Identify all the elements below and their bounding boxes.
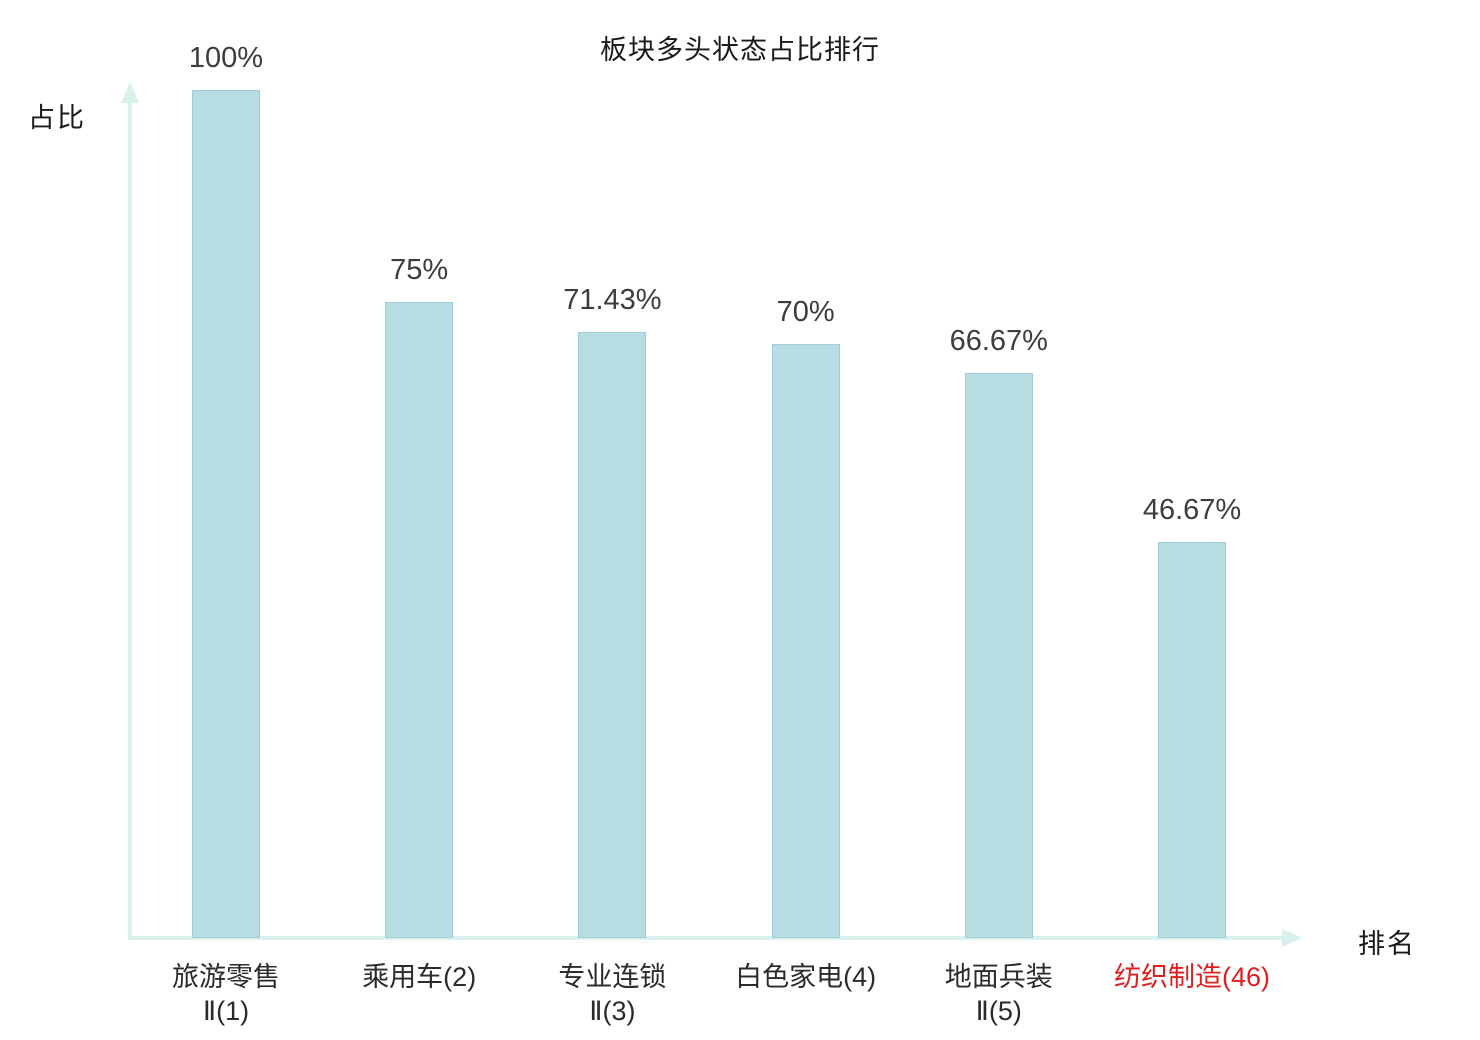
category-label: 白色家电(4) <box>646 960 966 994</box>
bar-value-label: 71.43% <box>563 284 662 317</box>
category-label: 乘用车(2) <box>259 960 579 994</box>
category-label-line: 旅游零售 <box>172 962 280 992</box>
y-axis-label: 占比 <box>28 103 86 133</box>
bar <box>771 344 840 938</box>
category-label-line: Ⅱ(5) <box>975 996 1022 1026</box>
category-label-line: 地面兵装 <box>944 962 1053 992</box>
bar-value-label: 70% <box>776 296 835 329</box>
x-axis-arrow-icon <box>1282 929 1303 947</box>
chart-title: 板块多头状态占比排行 <box>600 35 880 65</box>
bar <box>964 372 1033 938</box>
bar-value-label: 100% <box>188 42 264 74</box>
category-label-line: 专业连锁 <box>558 962 667 992</box>
bar-value-label: 75% <box>390 254 449 286</box>
bar <box>192 90 260 938</box>
category-label-line: 白色家电(4) <box>735 962 877 992</box>
category-label-line: Ⅱ(1) <box>202 996 250 1026</box>
category-label-line: 纺织制造(46) <box>1113 962 1270 992</box>
category-label-line: 乘用车(2) <box>362 962 477 992</box>
bar <box>1158 542 1226 938</box>
category-label: 专业连锁 Ⅱ(3) <box>452 960 772 1028</box>
category-label: 地面兵装 Ⅱ(5) <box>839 960 1159 1028</box>
x-axis-label: 排名 <box>1358 929 1416 959</box>
category-label: 旅游零售 Ⅱ(1) <box>66 960 386 1028</box>
y-axis-arrow-icon <box>121 82 139 103</box>
bar <box>578 332 647 938</box>
bar-value-label: 46.67% <box>1142 494 1242 527</box>
bar <box>385 302 454 938</box>
category-label: 纺织制造(46) <box>1032 960 1352 994</box>
category-label-line: Ⅱ(3) <box>589 996 636 1026</box>
bar-value-label: 66.67% <box>949 324 1048 357</box>
